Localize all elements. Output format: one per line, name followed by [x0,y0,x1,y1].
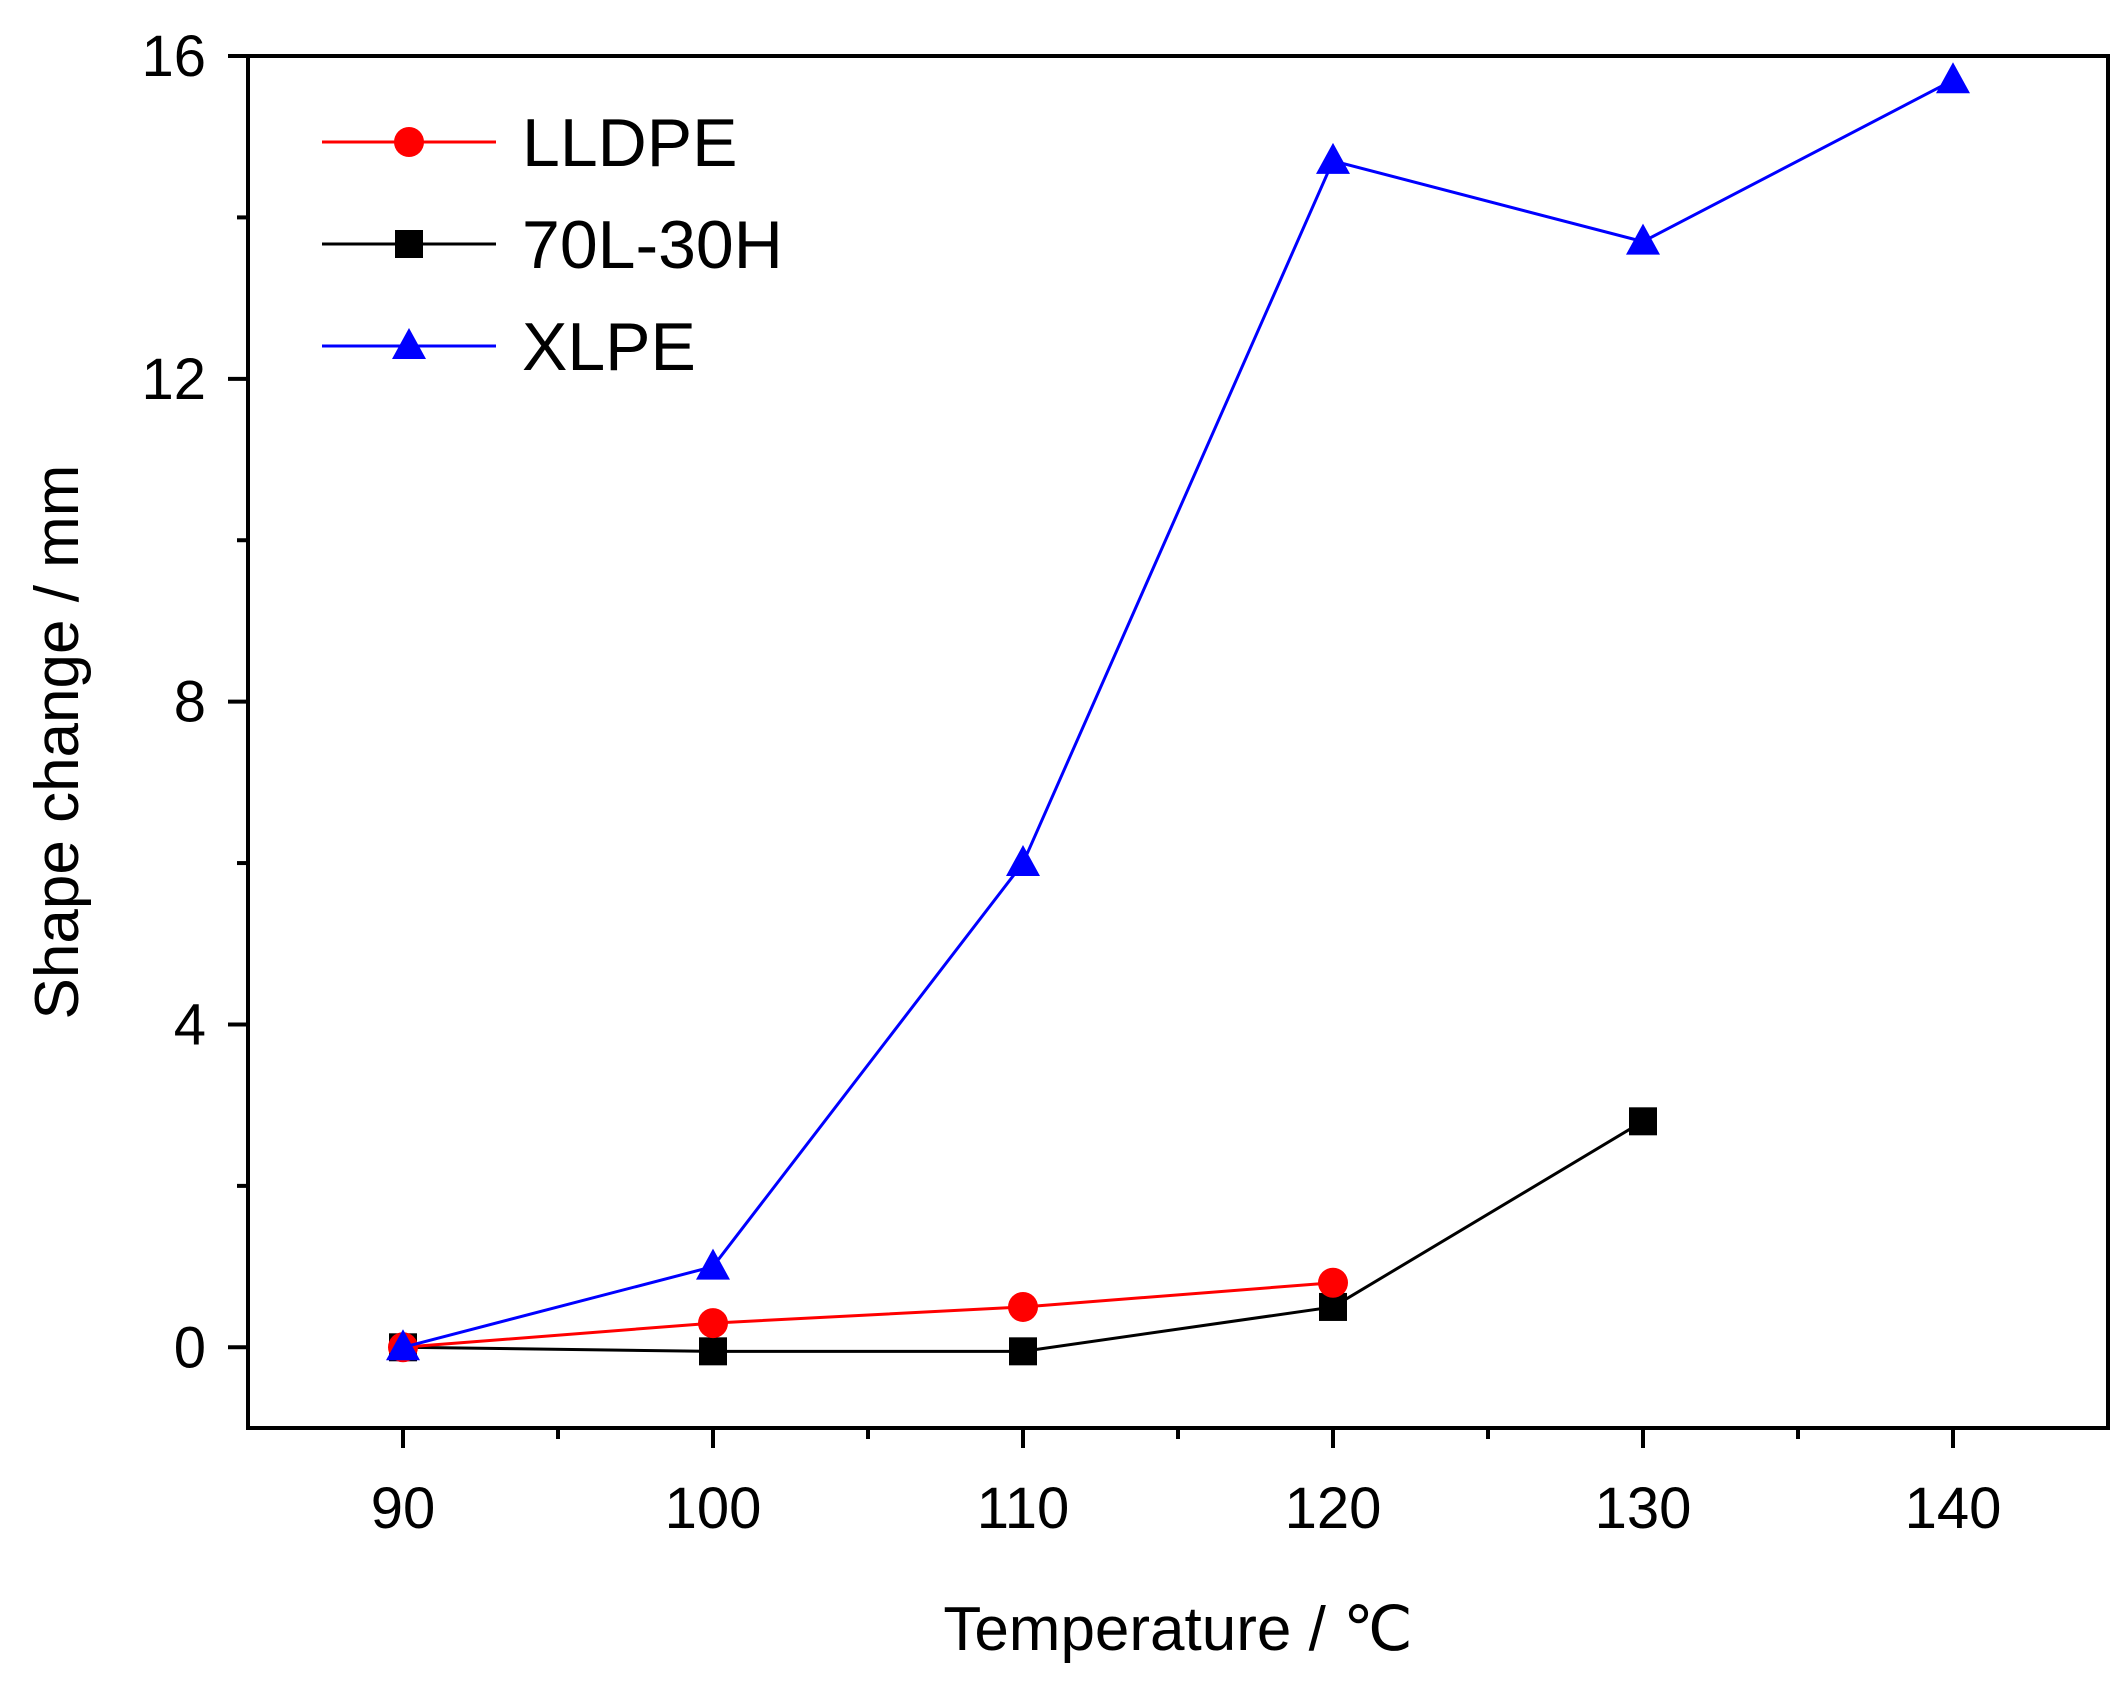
y-tick-label: 4 [174,992,206,1057]
data-point-xlpe [1936,62,1970,94]
legend-marker-lldpe [394,127,424,157]
series-lldpe [388,1267,1348,1363]
data-point-70l-30h [1629,1107,1657,1136]
legend-item-lldpe: LLDPE [322,105,737,181]
x-axis-title: Temperature / ℃ [943,1595,1412,1664]
data-point-xlpe [1316,142,1350,174]
data-point-lldpe [698,1308,728,1339]
plot-area: 90 100 110 120 130 140 0 4 8 12 16 [141,24,2110,1541]
legend-label-lldpe: LLDPE [522,105,737,181]
y-tick-label: 12 [141,347,206,412]
series-layer [386,62,1970,1366]
data-point-lldpe [1318,1267,1348,1298]
x-tick-label: 140 [1905,1476,2002,1541]
legend-label-xlpe: XLPE [522,309,696,385]
series-line-xlpe [402,78,1954,1349]
data-point-xlpe [696,1248,730,1280]
series-xlpe [386,62,1970,1361]
y-tick-label: 16 [141,24,206,89]
legend-marker-xlpe [392,328,426,359]
x-tick-label: 100 [665,1476,762,1541]
data-point-70l-30h [1009,1337,1037,1366]
x-tick-label: 90 [371,1476,436,1541]
x-tick-label: 130 [1595,1476,1692,1541]
x-tick-label: 110 [977,1476,1069,1541]
legend-item-70l-30h: 70L-30H [322,207,783,283]
data-point-xlpe [386,1329,420,1361]
y-tick-label: 8 [174,670,206,735]
data-point-xlpe [1006,845,1040,877]
series-line-lldpe [402,1281,1334,1349]
x-tick-label: 120 [1285,1476,1382,1541]
data-point-lldpe [1008,1291,1038,1322]
legend-item-xlpe: XLPE [322,309,696,385]
legend-label-70l-30h: 70L-30H [522,207,783,283]
y-tick-label: 0 [174,1315,206,1380]
legend: LLDPE 70L-30H XLPE [322,105,783,385]
series-70l-30h [389,1107,1657,1366]
legend-marker-70l-30h [395,230,423,258]
data-point-xlpe [1626,223,1660,255]
y-axis-title: Shape change / mm [23,465,92,1020]
data-point-70l-30h [699,1337,727,1366]
